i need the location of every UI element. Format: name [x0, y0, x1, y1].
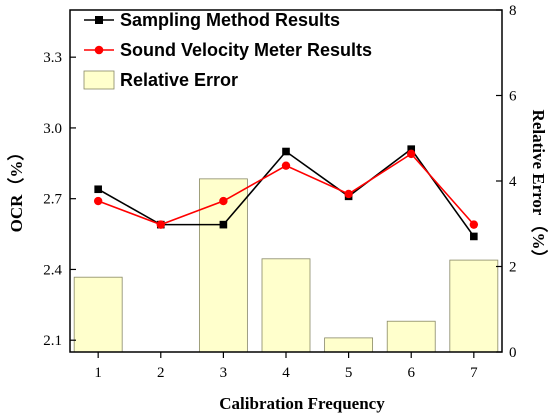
y2-tick-label: 8 — [509, 3, 517, 19]
x-tick-label: 4 — [282, 365, 290, 381]
point-sampling-method — [407, 145, 416, 153]
x-tick-label: 5 — [345, 365, 353, 381]
bar-relative-error — [386, 320, 436, 353]
legend-marker-circle — [94, 45, 104, 55]
legend-label: Sampling Method Results — [120, 10, 340, 30]
y-tick-label: 2.4 — [43, 262, 62, 278]
legend-swatch — [83, 70, 115, 90]
point-sound-velocity — [93, 196, 103, 206]
point-sampling-method — [94, 185, 102, 194]
y2-tick-label: 6 — [509, 89, 517, 105]
y-tick-label: 2.1 — [43, 333, 62, 349]
point-sound-velocity — [281, 161, 291, 170]
y2-tick-label: 0 — [509, 345, 517, 361]
point-sound-velocity — [407, 149, 416, 159]
x-axis-title: Calibration Frequency — [219, 394, 385, 413]
legend-label: Sound Velocity Meter Results — [120, 40, 372, 60]
y-tick-label: 3.0 — [43, 121, 62, 137]
y2-tick-label: 2 — [509, 260, 517, 276]
legend-marker-square — [95, 16, 103, 24]
y-tick-label: 2.7 — [43, 192, 62, 208]
x-tick-label: 3 — [220, 365, 228, 381]
bar-relative-error — [73, 276, 123, 353]
point-sound-velocity — [219, 196, 228, 206]
point-sampling-method — [282, 147, 290, 156]
y2-axis-title: Relative Error（%） — [529, 110, 549, 267]
x-tick-label: 1 — [94, 365, 102, 381]
bars-layer — [73, 178, 499, 353]
axis-labels: Calibration Frequency OCR（%） Relative Er… — [6, 110, 549, 413]
point-sampling-method — [219, 220, 228, 229]
y-axis-title: OCR（%） — [6, 144, 26, 233]
x-tick-label: 2 — [157, 365, 165, 381]
point-sound-velocity — [469, 220, 479, 229]
legend: Sampling Method Results Sound Velocity Me… — [83, 10, 372, 90]
bar-relative-error — [449, 259, 499, 353]
bar-relative-error — [324, 337, 374, 353]
ticks-layer: 2.1 2.4 2.7 3.0 3.3 0 2 4 6 8 1 2 3 4 5 6 7 — [43, 3, 517, 381]
x-tick-label: 6 — [407, 365, 415, 381]
point-sound-velocity — [344, 189, 353, 199]
bar-relative-error — [261, 258, 311, 353]
y2-tick-label: 4 — [509, 174, 517, 190]
lines-layer — [93, 145, 479, 241]
legend-label: Relative Error — [120, 70, 238, 90]
point-sound-velocity — [156, 220, 165, 229]
y-tick-label: 3.3 — [43, 50, 62, 66]
point-sampling-method — [470, 232, 478, 241]
x-tick-label: 7 — [470, 365, 478, 381]
